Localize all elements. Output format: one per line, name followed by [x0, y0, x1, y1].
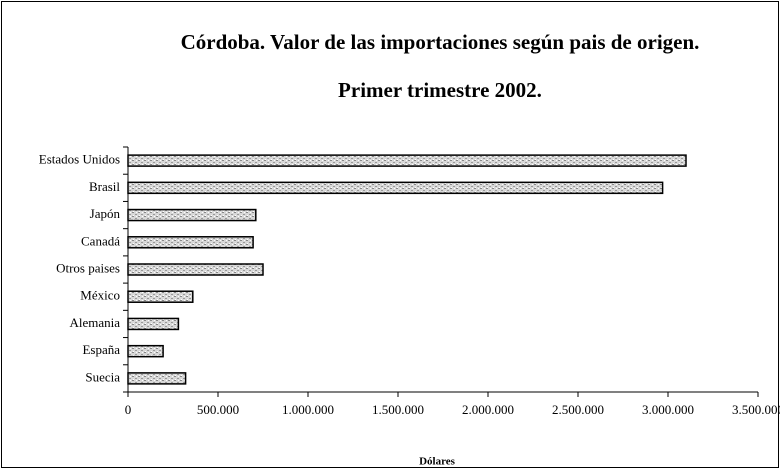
- x-tick-label: 3.000.000: [642, 402, 694, 417]
- bar: [127, 236, 254, 249]
- bar: [127, 290, 194, 303]
- y-tick-label: Brasil: [89, 179, 120, 194]
- x-tick-label: 3.500.000: [732, 402, 780, 417]
- bar: [127, 372, 187, 385]
- bar: [127, 344, 164, 358]
- bar: [127, 263, 264, 276]
- x-tick-label: 1.500.000: [372, 402, 424, 417]
- x-tick-label: 500.000: [197, 402, 239, 417]
- chart-title: Córdoba. Valor de las importaciones segú…: [180, 30, 700, 54]
- y-tick-label: Japón: [90, 206, 121, 221]
- x-tick-label: 1.000.000: [282, 402, 334, 417]
- y-tick-label: Alemania: [69, 315, 120, 330]
- x-axis-label: Dólares: [419, 456, 456, 468]
- y-tick-label: Otros paises: [56, 260, 120, 275]
- y-tick-label: Estados Unidos: [39, 152, 120, 167]
- bar: [127, 154, 687, 167]
- y-tick-label: España: [82, 342, 120, 357]
- chart-subtitle: Primer trimestre 2002.: [338, 78, 542, 102]
- y-tick-label: México: [80, 288, 120, 303]
- bar: [127, 181, 664, 195]
- x-tick-label: 0: [125, 402, 132, 417]
- y-tick-label: Suecia: [85, 369, 120, 384]
- y-tick-label: Canadá: [81, 233, 120, 248]
- bar: [127, 317, 180, 331]
- x-tick-label: 2.500.000: [552, 402, 604, 417]
- bar: [127, 208, 257, 222]
- x-tick-label: 2.000.000: [462, 402, 514, 417]
